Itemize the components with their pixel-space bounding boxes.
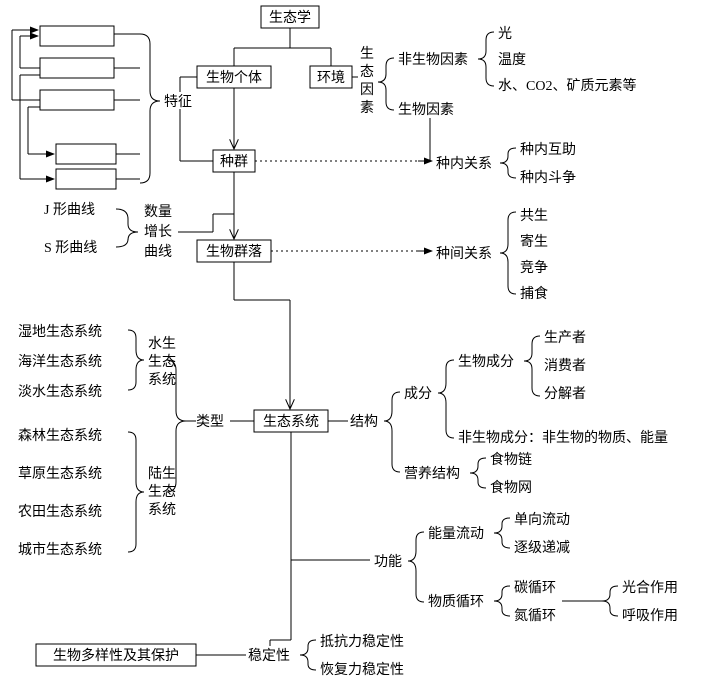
tr-0: 食物链 xyxy=(490,451,532,468)
ef-v2: 态 xyxy=(360,64,374,80)
inter-label: 种间关系 xyxy=(436,246,492,262)
gc-l3: 曲线 xyxy=(144,244,172,260)
env-biotic: 生物因素 xyxy=(398,102,454,118)
inter-1: 寄生 xyxy=(520,233,548,250)
aq-v3: 系统 xyxy=(148,372,176,388)
ef-v4: 素 xyxy=(360,100,374,116)
aq-1: 海洋生态系统 xyxy=(18,354,102,370)
met-1: 呼吸作用 xyxy=(622,608,678,624)
aq-v1: 水生 xyxy=(148,336,176,352)
gc-l1: 数量 xyxy=(144,204,172,220)
ecosystem-label: 生态系统 xyxy=(263,414,319,430)
te-v2: 生态 xyxy=(148,484,176,500)
te-2: 农田生态系统 xyxy=(18,504,102,520)
structure-label: 结构 xyxy=(350,414,378,430)
gc-1: S 形曲线 xyxy=(44,240,97,256)
population-label: 种群 xyxy=(220,154,248,170)
te-1: 草原生态系统 xyxy=(18,466,102,482)
en-1: 逐级递减 xyxy=(514,540,570,556)
inter-3: 捕食 xyxy=(520,285,548,302)
st-1: 恢复力稳定性 xyxy=(320,661,404,678)
st-0: 抵抗力稳定性 xyxy=(320,634,404,650)
biodiversity-label: 生物多样性及其保护 xyxy=(53,647,179,664)
matter-label: 物质循环 xyxy=(428,594,484,610)
stability-label: 稳定性 xyxy=(248,648,290,664)
te-3: 城市生态系统 xyxy=(18,541,102,558)
trophic-label: 营养结构 xyxy=(404,466,460,482)
gc-0: J 形曲线 xyxy=(44,202,95,218)
root-label: 生态学 xyxy=(269,10,311,26)
bc-0: 生产者 xyxy=(544,330,586,346)
abiotic-comp: 非生物成分：非生物的物质、能量 xyxy=(458,430,668,446)
features-label: 特征 xyxy=(164,94,192,110)
environment-label: 环境 xyxy=(317,70,345,86)
aq-2: 淡水生态系统 xyxy=(18,384,102,400)
intra-label: 种内关系 xyxy=(436,156,492,172)
function-label: 功能 xyxy=(374,554,402,570)
mt-1: 氮循环 xyxy=(514,608,556,624)
ef-v1: 生 xyxy=(360,46,374,62)
bc-2: 分解者 xyxy=(544,386,586,402)
gc-l2: 增长 xyxy=(144,224,172,240)
intra-0: 种内互助 xyxy=(520,142,576,158)
comp-label: 成分 xyxy=(404,386,432,402)
intra-1: 种内斗争 xyxy=(520,170,576,186)
aq-0: 湿地生态系统 xyxy=(18,324,102,340)
met-0: 光合作用 xyxy=(622,580,678,596)
ab-1: 温度 xyxy=(498,52,526,68)
tr-1: 食物网 xyxy=(490,479,532,496)
env-abiotic: 非生物因素 xyxy=(398,52,468,68)
inter-2: 竞争 xyxy=(520,259,548,276)
inter-0: 共生 xyxy=(520,208,548,224)
en-0: 单向流动 xyxy=(514,512,570,528)
aq-v2: 生态 xyxy=(148,354,176,370)
mt-0: 碳循环 xyxy=(514,580,556,596)
organism-label: 生物个体 xyxy=(206,70,262,86)
ecology-concept-map: 生态学 生物个体 环境 特征 种群 种群密度 年龄组成 性别比例 出生率 死亡率 xyxy=(0,0,706,689)
community-label: 生物群落 xyxy=(206,244,262,260)
te-v3: 系统 xyxy=(148,502,176,518)
te-v1: 陆生 xyxy=(148,466,176,482)
biotic-comp-label: 生物成分 xyxy=(458,354,514,370)
ef-v3: 因 xyxy=(360,83,374,98)
type-label: 类型 xyxy=(196,414,224,430)
energy-label: 能量流动 xyxy=(428,526,484,542)
te-0: 森林生态系统 xyxy=(18,428,102,444)
ab-0: 光 xyxy=(498,26,512,42)
ab-2: 水、CO2、矿质元素等 xyxy=(498,77,636,94)
bc-1: 消费者 xyxy=(544,358,586,374)
